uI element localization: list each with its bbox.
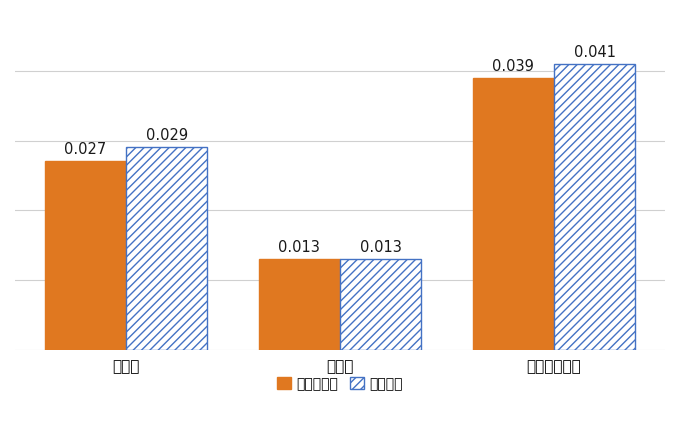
- Text: 0.029: 0.029: [146, 128, 188, 143]
- Text: 0.041: 0.041: [574, 45, 616, 60]
- Bar: [258, 259, 340, 350]
- Bar: [126, 148, 207, 350]
- Bar: [473, 78, 554, 350]
- Bar: [340, 259, 422, 350]
- Legend: 労働生産性, 平均賣金: 労働生産性, 平均賣金: [272, 371, 408, 396]
- Text: 0.013: 0.013: [278, 240, 320, 255]
- Text: 0.039: 0.039: [492, 59, 534, 74]
- Text: 0.027: 0.027: [64, 142, 106, 157]
- Text: 0.013: 0.013: [360, 240, 402, 255]
- Bar: [554, 64, 635, 350]
- Bar: [45, 162, 126, 350]
